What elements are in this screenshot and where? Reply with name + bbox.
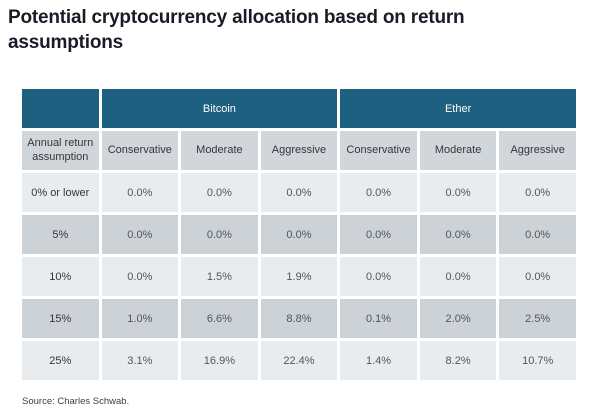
col-header-bitcoin-conservative: Conservative <box>101 131 179 170</box>
row-label: 10% <box>22 257 99 296</box>
cell-value: 0.1% <box>340 299 417 338</box>
source-note: Source: Charles Schwab. <box>22 396 130 407</box>
cell-value: 0.0% <box>101 215 179 254</box>
cell-value: 10.7% <box>499 341 576 380</box>
cell-value: 0.0% <box>499 257 576 296</box>
group-header-row: Bitcoin Ether <box>22 89 576 128</box>
table-row: 15% 1.0% 6.6% 8.8% 0.1% 2.0% 2.5% <box>22 299 576 338</box>
page-title: Potential cryptocurrency allocation base… <box>8 7 465 54</box>
cell-value: 0.0% <box>181 173 258 212</box>
cell-value: 0.0% <box>340 173 417 212</box>
group-header-bitcoin: Bitcoin <box>101 89 338 128</box>
row-label: 15% <box>22 299 99 338</box>
cell-value: 0.0% <box>419 215 497 254</box>
row-label: 0% or lower <box>22 173 99 212</box>
cell-value: 0.0% <box>260 215 338 254</box>
col-header-bitcoin-aggressive: Aggressive <box>260 131 338 170</box>
cell-value: 0.0% <box>340 257 417 296</box>
cell-value: 0.0% <box>181 215 258 254</box>
cell-value: 0.0% <box>101 257 179 296</box>
cell-value: 0.0% <box>340 215 417 254</box>
cell-value: 3.1% <box>101 341 179 380</box>
cell-value: 1.5% <box>181 257 258 296</box>
column-header-row: Annual return assumption Conservative Mo… <box>22 131 576 170</box>
col-header-ether-aggressive: Aggressive <box>499 131 576 170</box>
cell-value: 0.0% <box>101 173 179 212</box>
cell-value: 16.9% <box>181 341 258 380</box>
cell-value: 2.5% <box>499 299 576 338</box>
cell-value: 1.4% <box>340 341 417 380</box>
cell-value: 1.0% <box>101 299 179 338</box>
cell-value: 0.0% <box>499 215 576 254</box>
cell-value: 0.0% <box>419 173 497 212</box>
cell-value: 0.0% <box>260 173 338 212</box>
row-label: 5% <box>22 215 99 254</box>
table-row: 5% 0.0% 0.0% 0.0% 0.0% 0.0% 0.0% <box>22 215 576 254</box>
cell-value: 0.0% <box>419 257 497 296</box>
table-row: 25% 3.1% 16.9% 22.4% 1.4% 8.2% 10.7% <box>22 341 576 380</box>
allocation-table: Bitcoin Ether Annual return assumption C… <box>19 86 579 383</box>
col-header-ether-moderate: Moderate <box>419 131 497 170</box>
cell-value: 22.4% <box>260 341 338 380</box>
cell-value: 0.0% <box>499 173 576 212</box>
group-header-ether: Ether <box>340 89 576 128</box>
cell-value: 8.2% <box>419 341 497 380</box>
cell-value: 8.8% <box>260 299 338 338</box>
row-label: 25% <box>22 341 99 380</box>
table-row: 0% or lower 0.0% 0.0% 0.0% 0.0% 0.0% 0.0… <box>22 173 576 212</box>
cell-value: 1.9% <box>260 257 338 296</box>
col-header-ether-conservative: Conservative <box>340 131 417 170</box>
cell-value: 6.6% <box>181 299 258 338</box>
cell-value: 2.0% <box>419 299 497 338</box>
col-header-bitcoin-moderate: Moderate <box>181 131 258 170</box>
corner-header: Annual return assumption <box>22 131 99 170</box>
table-row: 10% 0.0% 1.5% 1.9% 0.0% 0.0% 0.0% <box>22 257 576 296</box>
corner-spacer <box>22 89 99 128</box>
